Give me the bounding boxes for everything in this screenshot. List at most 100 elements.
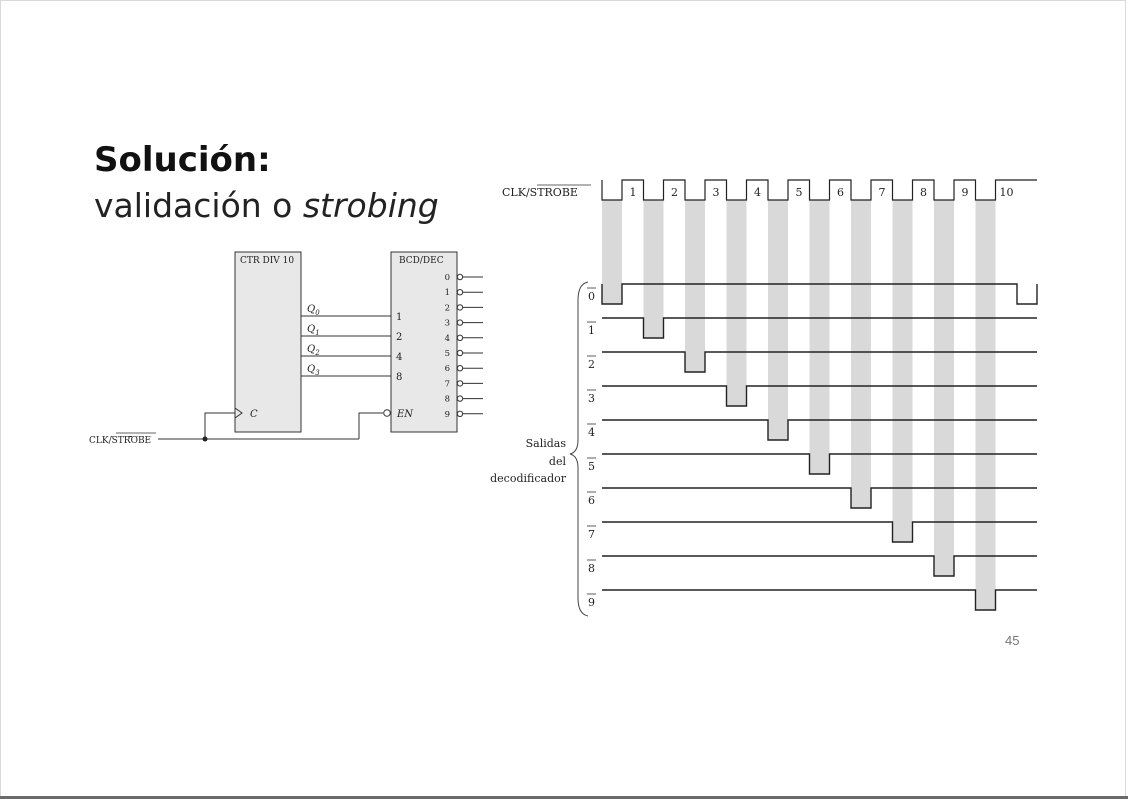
pulse-band-6 [809, 200, 830, 474]
pulse-band-5 [768, 200, 788, 440]
wire-clk-to-enable [358, 412, 383, 439]
subtitle-text: validación o [94, 186, 303, 225]
clock-signal-label: CLK/STROBE [502, 186, 578, 199]
decoder-output-bubble-6 [456, 365, 464, 372]
decoder-enable-label: EN [396, 409, 414, 420]
pulse-label-5: 5 [796, 186, 803, 199]
pulse-band-10 [975, 200, 996, 610]
pulse-label-8: 8 [920, 186, 927, 199]
decoder-output-number-8: 8 [445, 395, 450, 405]
circuit-input-label: CLK/STROBE [89, 436, 151, 446]
output-label-0: 0 [588, 290, 595, 303]
decoder-input-weight-3: 8 [396, 372, 402, 383]
output-label-6: 6 [588, 494, 595, 507]
title-colon: : [257, 140, 271, 180]
pulse-label-9: 9 [962, 186, 969, 199]
decoder-label: BCD/DEC [399, 256, 444, 266]
counter-block [234, 251, 302, 433]
output-label-1: 1 [588, 324, 595, 337]
output-waveform-7 [602, 521, 1037, 543]
group-label-line3: decodificador [490, 472, 567, 485]
decoder-outputs: 0 1 2 3 4 5 6 7 8 9 [445, 273, 483, 420]
counter-output-label-0: Q0 [307, 304, 320, 317]
counter-output-label-1: Q1 [307, 324, 320, 337]
decoder-output-number-4: 4 [445, 334, 450, 344]
pulse-label-2: 2 [671, 186, 678, 199]
output-waveform-9 [602, 589, 1037, 611]
bottom-rule [0, 796, 1128, 799]
decoder-output-number-2: 2 [445, 303, 450, 313]
output-label-5: 5 [588, 460, 595, 473]
pulse-label-4: 4 [754, 186, 761, 199]
pulse-band-7 [851, 200, 871, 508]
pulse-label-3: 3 [713, 186, 720, 199]
junction-dot [202, 436, 208, 442]
wire-clk-to-counter [204, 412, 235, 439]
counter-outputs: Q0 1 Q1 2 Q2 4 Q3 8 [301, 304, 402, 383]
output-label-3: 3 [588, 392, 595, 405]
decoder-output-waveforms [601, 283, 1038, 611]
counter-clock-label: C [250, 409, 258, 420]
decoder-output-number-0: 0 [445, 273, 450, 283]
decoder-output-bubble-8 [456, 395, 464, 402]
decoder-input-weight-0: 1 [396, 312, 402, 323]
output-group-brace [569, 281, 589, 617]
group-label-line2: del [549, 455, 567, 468]
pulse-band-4 [726, 200, 747, 406]
output-label-7: 7 [588, 528, 595, 541]
slide-title: Solución: [94, 140, 271, 180]
slide-subtitle: validación o strobing [94, 186, 439, 225]
pulse-band-3 [685, 200, 705, 372]
decoder-output-bubble-9 [456, 410, 464, 417]
counter-label: CTR DIV 10 [240, 256, 294, 266]
output-waveform-2 [602, 351, 1037, 373]
output-waveform-4 [602, 419, 1037, 441]
pulse-band-8 [892, 200, 913, 542]
pulse-bands [602, 200, 996, 610]
decoder-output-labels: 0 1 2 3 4 5 6 7 8 9 [587, 287, 596, 609]
pulse-band-1 [602, 200, 622, 304]
output-label-4: 4 [588, 426, 595, 439]
group-label-line1: Salidas [526, 437, 567, 450]
pulse-labels: 1 2 3 4 5 6 7 8 9 10 [630, 186, 1014, 199]
pulse-band-9 [934, 200, 954, 576]
decoder-output-number-5: 5 [445, 349, 450, 359]
title-bold-text: Solución [94, 140, 258, 180]
clock-triangle-marker [234, 407, 243, 419]
output-waveform-8 [602, 555, 1037, 577]
decoder-output-bubble-5 [456, 349, 464, 357]
subtitle-italic: strobing [302, 186, 439, 225]
decoder-output-bubble-3 [456, 319, 464, 326]
decoder-output-bubble-2 [456, 304, 464, 311]
counter-output-label-2: Q2 [307, 344, 320, 357]
decoder-output-number-1: 1 [445, 288, 450, 298]
output-waveform-0 [601, 283, 1038, 305]
enable-inversion-bubble [383, 409, 391, 417]
pulse-label-7: 7 [879, 186, 886, 199]
decoder-output-bubble-7 [456, 380, 464, 387]
pulse-label-1: 1 [630, 186, 637, 199]
output-label-9: 9 [588, 596, 595, 609]
pulse-label-6: 6 [837, 186, 844, 199]
decoder-output-number-3: 3 [445, 319, 450, 329]
output-label-2: 2 [588, 358, 595, 371]
decoder-output-number-6: 6 [445, 364, 450, 374]
counter-output-label-3: Q3 [307, 364, 320, 377]
decoder-output-number-7: 7 [445, 379, 450, 389]
decoder-output-number-9: 9 [445, 410, 450, 420]
decoder-block [390, 251, 458, 433]
decoder-output-bubble-4 [456, 334, 464, 341]
clock-waveform [601, 179, 1037, 201]
pulse-label-10: 10 [1000, 186, 1014, 199]
output-waveform-1 [602, 317, 1037, 339]
output-label-8: 8 [588, 562, 595, 575]
decoder-input-weight-1: 2 [396, 332, 402, 343]
decoder-output-bubble-0 [456, 273, 464, 281]
output-waveform-3 [602, 385, 1037, 407]
page-number: 45 [1005, 633, 1020, 648]
pulse-band-2 [643, 200, 664, 338]
decoder-input-weight-2: 4 [396, 352, 402, 363]
